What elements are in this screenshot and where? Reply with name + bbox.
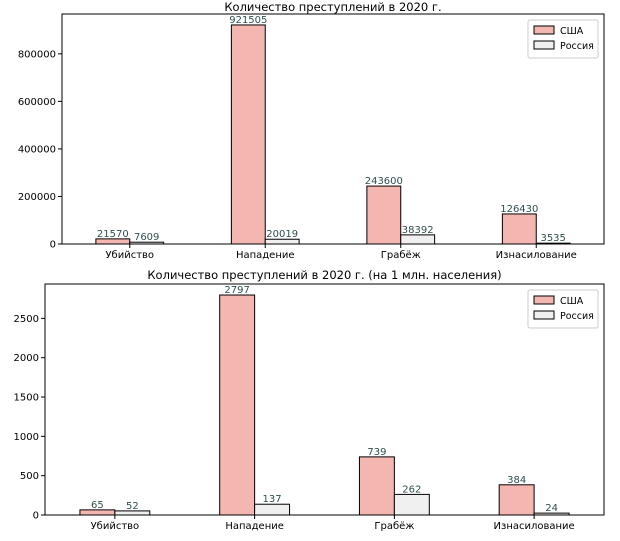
value-label: 65	[91, 500, 104, 511]
value-label: 2797	[224, 285, 249, 296]
value-label: 739	[367, 447, 386, 458]
value-label: 24	[545, 503, 558, 514]
x-tick-label: Нападение	[225, 521, 284, 532]
value-label: 126430	[500, 204, 538, 215]
value-label: 921505	[229, 15, 267, 26]
value-label: 7609	[134, 232, 159, 243]
x-tick-label: Нападение	[236, 250, 295, 261]
plot-frame	[44, 283, 605, 516]
y-tick-label: 600000	[18, 97, 56, 108]
x-tick-label: Изнасилование	[494, 521, 575, 532]
legend-label: Россия	[560, 41, 594, 52]
y-tick-label: 2000	[14, 353, 39, 364]
y-tick-label: 1500	[14, 393, 39, 404]
bar-usa-4	[501, 213, 537, 245]
y-tick-label: 0	[33, 511, 39, 522]
value-label: 21570	[97, 229, 129, 240]
legend-swatch-russia	[533, 40, 555, 50]
legend-label: США	[560, 296, 584, 307]
legend-label: Россия	[560, 311, 594, 322]
y-tick-label: 400000	[18, 144, 56, 155]
bar-usa-3	[358, 456, 395, 516]
bar-usa-2	[219, 294, 256, 516]
y-tick-label: 500	[20, 471, 39, 482]
bar-usa-3	[366, 185, 402, 245]
value-label: 243600	[365, 176, 403, 187]
x-tick-label: Убийство	[105, 250, 154, 261]
value-label: 384	[507, 475, 526, 486]
chart-1: Количество преступлений в 2020 г. 21570 92…	[18, 0, 605, 261]
y-tick-label: 0	[50, 240, 56, 251]
y-tick-label: 200000	[18, 192, 56, 203]
value-label: 137	[263, 494, 282, 505]
plot-frame	[61, 13, 605, 245]
value-label: 262	[402, 484, 421, 495]
y-tick-label: 800000	[18, 49, 56, 60]
y-tick-label: 2500	[14, 314, 39, 325]
bar-russia-2	[254, 503, 291, 516]
value-label: 20019	[266, 229, 298, 240]
x-tick-label: Грабёж	[374, 521, 414, 532]
y-tick-label: 1000	[14, 432, 39, 443]
bar-usa-4	[498, 484, 535, 516]
bar-russia-3	[400, 234, 436, 245]
x-tick-label: Грабёж	[381, 250, 421, 261]
value-label: 3535	[540, 233, 565, 244]
chart-2: Количество преступлений в 2020 г. (на 1 …	[14, 268, 605, 532]
legend-label: США	[560, 26, 584, 37]
chart-title: Количество преступлений в 2020 г. (на 1 …	[147, 268, 501, 282]
legend-swatch-usa	[533, 25, 555, 35]
legend-swatch-russia	[533, 310, 555, 320]
legend-swatch-usa	[533, 295, 555, 305]
x-tick-label: Убийство	[91, 521, 140, 532]
chart-title: Количество преступлений в 2020 г.	[224, 0, 441, 14]
value-label: 52	[126, 501, 139, 512]
bar-russia-3	[393, 493, 430, 516]
value-label: 38392	[402, 225, 434, 236]
x-tick-label: Изнасилование	[496, 250, 577, 261]
bar-usa-2	[230, 24, 266, 245]
